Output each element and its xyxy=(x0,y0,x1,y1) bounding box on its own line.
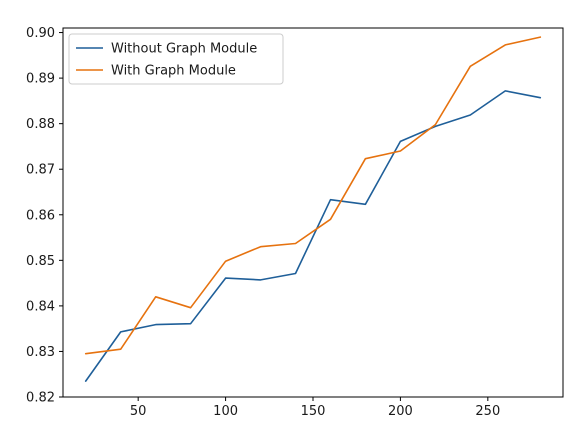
y-tick-label: 0.90 xyxy=(26,26,55,41)
y-tick-label: 0.83 xyxy=(26,345,55,360)
legend: Without Graph Module With Graph Module xyxy=(68,33,284,85)
x-tick-label: 50 xyxy=(130,404,147,419)
x-axis: 50 100 150 200 250 xyxy=(130,397,500,419)
y-tick-label: 0.87 xyxy=(26,163,55,178)
x-tick-label: 250 xyxy=(475,404,500,419)
series-line-with-graph-module xyxy=(84,36,542,355)
legend-box xyxy=(68,33,284,85)
legend-label: With Graph Module xyxy=(111,64,236,79)
y-tick-label: 0.84 xyxy=(26,299,55,314)
x-tick-label: 100 xyxy=(213,404,238,419)
x-tick-label: 200 xyxy=(388,404,413,419)
y-tick-label: 0.86 xyxy=(26,208,55,223)
y-tick-label: 0.82 xyxy=(26,391,55,406)
y-tick-label: 0.89 xyxy=(26,72,55,87)
y-tick-label: 0.88 xyxy=(26,117,55,132)
plot-lines xyxy=(84,36,542,382)
y-axis: 0.82 0.83 0.84 0.85 0.86 0.87 0.88 0.89 0.90 xyxy=(26,26,63,406)
y-tick-label: 0.85 xyxy=(26,254,55,269)
series-line-without-graph-module xyxy=(84,90,542,382)
x-tick-label: 150 xyxy=(301,404,326,419)
legend-label: Without Graph Module xyxy=(111,42,257,57)
